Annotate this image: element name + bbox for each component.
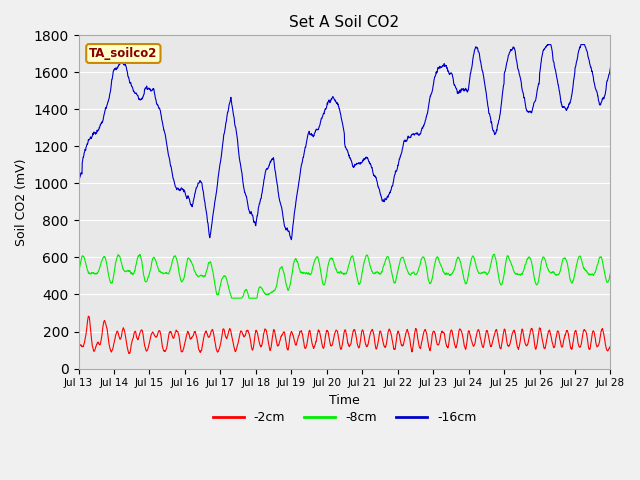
-2cm (592, 338, 600, 344)
-8cm (494, 269, 502, 275)
Line: -8cm: -8cm (79, 254, 611, 298)
-8cm (591, 269, 599, 275)
-2cm (334, 330, 342, 336)
-8cm (319, 281, 327, 287)
-2cm (591, 335, 599, 341)
-8cm (592, 268, 600, 274)
Line: -16cm: -16cm (79, 45, 611, 240)
-16cm (592, 86, 600, 92)
-16cm (544, 42, 552, 48)
-8cm (75, 271, 83, 277)
-16cm (287, 237, 295, 242)
-16cm (319, 111, 327, 117)
-16cm (607, 65, 614, 71)
-2cm (125, 351, 133, 357)
X-axis label: Time: Time (329, 394, 360, 407)
-16cm (102, 105, 109, 110)
-2cm (102, 322, 110, 328)
Line: -2cm: -2cm (79, 316, 611, 354)
-16cm (75, 179, 83, 184)
-2cm (84, 313, 92, 319)
-16cm (591, 85, 599, 91)
-16cm (494, 122, 502, 128)
-8cm (607, 270, 614, 276)
Legend: -2cm, -8cm, -16cm: -2cm, -8cm, -16cm (207, 406, 481, 429)
-8cm (490, 251, 498, 257)
Text: TA_soilco2: TA_soilco2 (89, 47, 157, 60)
-8cm (333, 269, 341, 275)
-8cm (228, 295, 236, 301)
-8cm (102, 257, 109, 263)
Y-axis label: Soil CO2 (mV): Soil CO2 (mV) (15, 158, 28, 246)
-2cm (494, 334, 502, 339)
-2cm (607, 343, 614, 349)
-16cm (333, 100, 341, 106)
-2cm (320, 346, 328, 351)
Title: Set A Soil CO2: Set A Soil CO2 (289, 15, 399, 30)
-2cm (75, 344, 83, 349)
